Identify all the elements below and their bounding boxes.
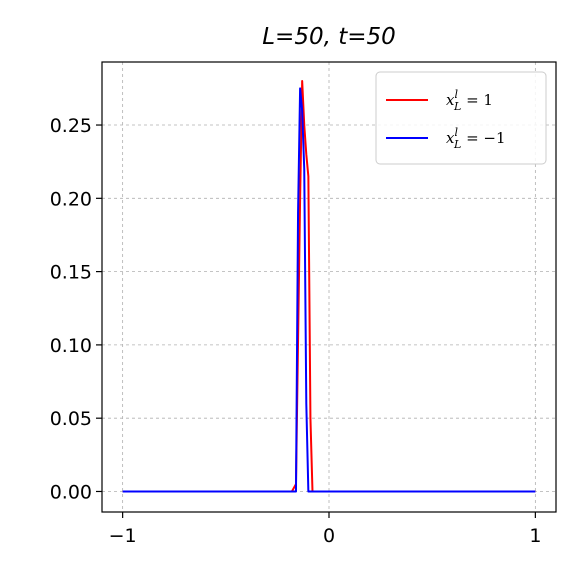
series-group (122, 80, 536, 493)
y-tick-label: 0.25 (50, 115, 92, 137)
chart-title: L=50, t=50 (262, 24, 396, 50)
legend-label: xl L = −1 (446, 126, 506, 151)
y-tick-label: 0.10 (50, 335, 92, 357)
legend-box (375, 71, 547, 165)
axis-ticks: −1 0 1 0.00 0.05 0.10 0.15 0.20 0.25 (50, 115, 542, 547)
x-tick-label: 0 (323, 525, 335, 547)
series-line-2 (122, 87, 536, 493)
x-tick-label: −1 (109, 525, 137, 547)
y-tick-label: 0.20 (50, 188, 92, 210)
legend: xl L = 1 xl L = −1 (375, 71, 547, 165)
legend-label: xl L = 1 (446, 88, 493, 113)
y-tick-label: 0.15 (50, 262, 92, 284)
x-tick-label: 1 (529, 525, 541, 547)
y-tick-label: 0.05 (50, 408, 92, 430)
y-tick-label: 0.00 (50, 481, 92, 503)
